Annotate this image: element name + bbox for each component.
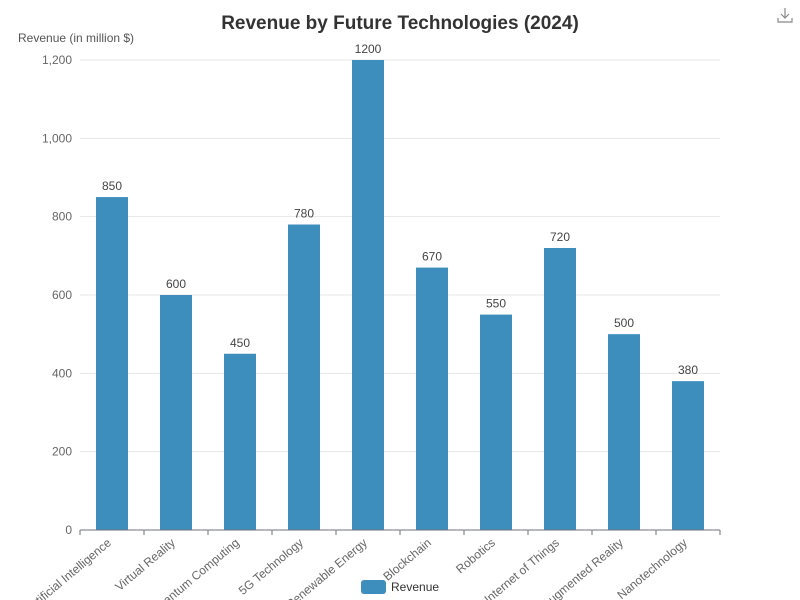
bar[interactable] <box>544 248 576 530</box>
bar[interactable] <box>288 224 320 531</box>
bar[interactable] <box>160 295 192 530</box>
data-label: 500 <box>614 316 634 330</box>
data-label: 1200 <box>355 42 382 56</box>
chart-title: Revenue by Future Technologies (2024) <box>221 13 579 34</box>
download-icon <box>777 8 793 23</box>
data-label: 670 <box>422 250 442 264</box>
y-tick-label: 0 <box>65 523 72 537</box>
x-tick-label: 5G Technology <box>236 536 306 598</box>
y-axis-title: Revenue (in million $) <box>18 31 134 45</box>
y-tick-label: 200 <box>52 445 72 459</box>
bar[interactable] <box>416 267 448 530</box>
x-tick-label: Virtual Reality <box>112 536 178 594</box>
data-label: 720 <box>550 230 570 244</box>
bar[interactable] <box>672 381 704 530</box>
bar[interactable] <box>608 334 640 530</box>
legend: Revenue <box>361 580 439 594</box>
y-tick-label: 1,000 <box>42 131 72 145</box>
x-tick-label: Nanotechnology <box>614 536 689 600</box>
axes <box>79 529 721 535</box>
legend-label: Revenue <box>391 580 439 594</box>
legend-swatch <box>361 580 386 594</box>
bar[interactable] <box>96 197 128 531</box>
legend-item[interactable]: Revenue <box>361 580 439 594</box>
data-label: 600 <box>166 277 186 291</box>
y-tick-label: 400 <box>52 366 72 380</box>
bar[interactable] <box>224 353 256 530</box>
y-tick-label: 1,200 <box>42 53 72 67</box>
y-tick-label: 600 <box>52 288 72 302</box>
bar[interactable] <box>352 60 384 530</box>
data-label: 850 <box>102 179 122 193</box>
download-button[interactable] <box>777 8 793 23</box>
x-tick-label: Blockchain <box>380 536 433 584</box>
data-label: 780 <box>294 207 314 221</box>
data-label: 380 <box>678 363 698 377</box>
bars <box>96 60 704 531</box>
data-label: 550 <box>486 297 506 311</box>
bar[interactable] <box>480 314 512 530</box>
x-tick-label: Artificial Intelligence <box>24 535 114 600</box>
y-tick-label: 800 <box>52 210 72 224</box>
x-tick-label: Robotics <box>453 536 498 577</box>
data-label: 450 <box>230 336 250 350</box>
